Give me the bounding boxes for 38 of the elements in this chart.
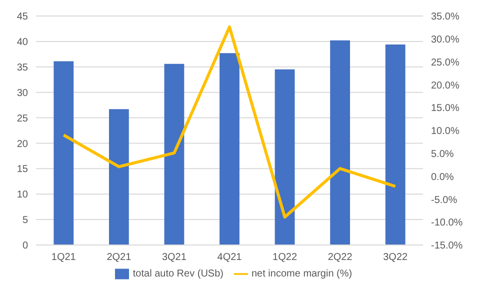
y-tick-label: 25 xyxy=(16,113,28,124)
x-tick-label: 1Q22 xyxy=(272,252,298,264)
bar xyxy=(385,44,406,245)
y2-tick-label: -5.0% xyxy=(431,194,458,206)
x-tick-label: 2Q22 xyxy=(328,252,353,264)
bar xyxy=(220,53,240,245)
x-tick-label: 4Q21 xyxy=(217,252,242,264)
y-tick-label: 30 xyxy=(16,88,28,99)
y2-tick-label: 35.0% xyxy=(431,12,460,23)
y-tick-label: 15 xyxy=(16,164,28,176)
legend-label: total auto Rev (USb) xyxy=(132,268,224,280)
bar xyxy=(164,64,184,245)
y-tick-label: 45 xyxy=(16,12,28,23)
y-tick-label: 35 xyxy=(16,62,28,74)
bar xyxy=(330,40,350,245)
y2-tick-label: 10.0% xyxy=(431,126,460,138)
x-tick-label: 1Q21 xyxy=(51,252,76,264)
x-tick-label: 3Q22 xyxy=(383,252,408,264)
x-tick-label: 3Q21 xyxy=(162,252,187,264)
y2-tick-label: -15.0% xyxy=(431,240,463,252)
y-tick-label: 20 xyxy=(16,138,28,150)
y2-tick-label: 20.0% xyxy=(431,80,460,92)
line-series xyxy=(62,25,397,219)
bar xyxy=(54,61,74,245)
legend-label: net income margin (%) xyxy=(252,268,352,280)
x-tick-label: 2Q21 xyxy=(106,252,132,264)
y2-tick-label: 15.0% xyxy=(431,103,460,114)
y-tick-label: 40 xyxy=(16,36,28,48)
y2-tick-label: 25.0% xyxy=(431,57,460,68)
y-tick-label: 10 xyxy=(16,190,28,201)
y2-tick-label: 0.0% xyxy=(431,172,454,183)
y-tick-label: 5 xyxy=(22,215,28,226)
bar xyxy=(274,69,295,245)
y-tick-label: 0 xyxy=(22,240,28,252)
y2-tick-label: 5.0% xyxy=(431,148,454,160)
y2-tick-label: -10.0% xyxy=(431,218,463,229)
bar xyxy=(108,109,129,245)
y2-tick-label: 30.0% xyxy=(431,34,460,46)
